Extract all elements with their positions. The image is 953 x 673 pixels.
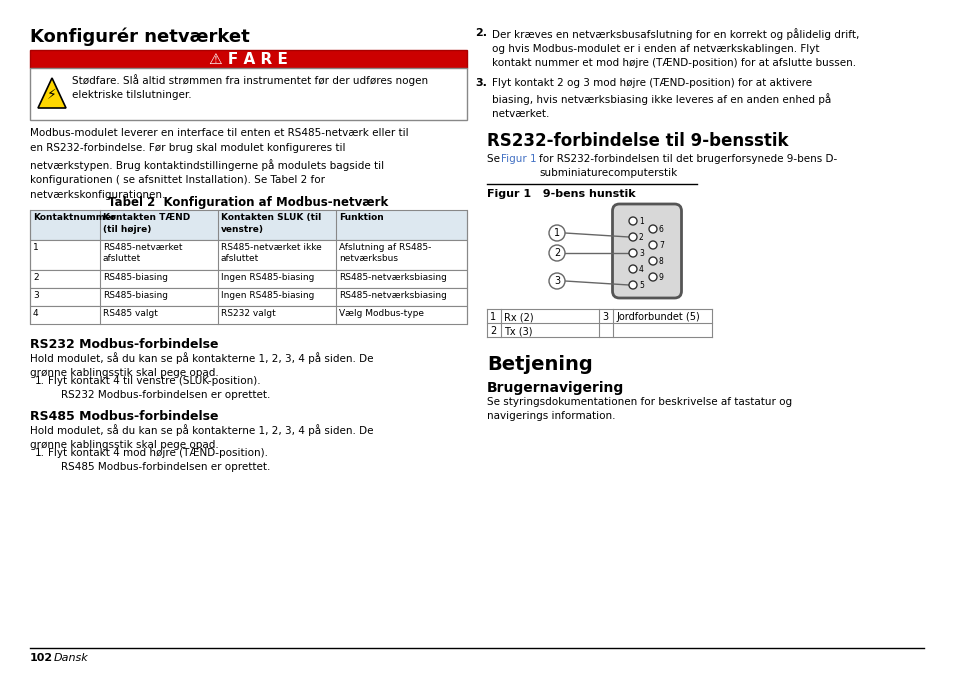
Text: Tabel 2  Konfiguration af Modbus-netværk: Tabel 2 Konfiguration af Modbus-netværk	[109, 196, 388, 209]
Text: 4: 4	[33, 309, 38, 318]
Bar	[30, 240, 467, 270]
Text: 6: 6	[659, 225, 663, 234]
Bar	[30, 288, 467, 306]
Text: Afslutning af RS485-
netværksbus: Afslutning af RS485- netværksbus	[338, 243, 431, 263]
Circle shape	[628, 217, 637, 225]
Text: Figur 1: Figur 1	[500, 154, 536, 164]
Text: 2: 2	[554, 248, 559, 258]
Text: RS485-biasing: RS485-biasing	[103, 273, 168, 282]
Text: 1: 1	[490, 312, 496, 322]
Circle shape	[548, 273, 564, 289]
FancyBboxPatch shape	[612, 204, 680, 298]
Text: 3: 3	[33, 291, 39, 300]
Bar	[30, 306, 467, 324]
Text: 2: 2	[33, 273, 38, 282]
Text: 1: 1	[639, 217, 643, 225]
Text: 3: 3	[554, 276, 559, 286]
Text: Flyt kontakt 4 til venstre (SLUK-position).
    RS232 Modbus-forbindelsen er opr: Flyt kontakt 4 til venstre (SLUK-positio…	[48, 376, 270, 400]
Circle shape	[628, 249, 637, 257]
Text: 1: 1	[554, 228, 559, 238]
Text: Dansk: Dansk	[54, 653, 89, 663]
Text: Figur 1   9-bens hunstik: Figur 1 9-bens hunstik	[486, 189, 635, 199]
Text: Ingen RS485-biasing: Ingen RS485-biasing	[221, 273, 314, 282]
Text: Se styringsdokumentationen for beskrivelse af tastatur og
navigerings informatio: Se styringsdokumentationen for beskrivel…	[486, 397, 791, 421]
Text: 2: 2	[639, 232, 643, 242]
Text: 9: 9	[659, 273, 663, 281]
Circle shape	[648, 241, 657, 249]
Circle shape	[648, 273, 657, 281]
Text: RS485 Modbus-forbindelse: RS485 Modbus-forbindelse	[30, 410, 218, 423]
Text: 8: 8	[659, 256, 663, 266]
Circle shape	[628, 265, 637, 273]
Text: Ingen RS485-biasing: Ingen RS485-biasing	[221, 291, 314, 300]
Text: 4: 4	[639, 264, 643, 273]
Text: Flyt kontakt 2 og 3 mod højre (TÆND-position) for at aktivere
biasing, hvis netv: Flyt kontakt 2 og 3 mod højre (TÆND-posi…	[492, 78, 830, 119]
Circle shape	[648, 225, 657, 233]
Text: 5: 5	[639, 281, 643, 289]
Polygon shape	[38, 78, 66, 108]
Text: Betjening: Betjening	[486, 355, 592, 374]
Circle shape	[548, 245, 564, 261]
Text: RS485 valgt: RS485 valgt	[103, 309, 157, 318]
Text: Brugernavigering: Brugernavigering	[486, 381, 623, 395]
Text: for RS232-forbindelsen til det brugerforsynede 9-bens D-
subminiaturecomputersti: for RS232-forbindelsen til det brugerfor…	[538, 154, 837, 178]
Text: Der kræves en netværksbusafslutning for en korrekt og pålidelig drift,
og hvis M: Der kræves en netværksbusafslutning for …	[492, 28, 859, 68]
Circle shape	[628, 233, 637, 241]
Text: Hold modulet, så du kan se på kontakterne 1, 2, 3, 4 på siden. De
grønne kabling: Hold modulet, så du kan se på kontaktern…	[30, 352, 374, 378]
Circle shape	[548, 225, 564, 241]
Text: 2: 2	[490, 326, 496, 336]
Text: Kontakten TÆND
(til højre): Kontakten TÆND (til højre)	[103, 213, 190, 234]
Text: RS485-netværksbiasing: RS485-netværksbiasing	[338, 273, 446, 282]
Text: 102: 102	[30, 653, 53, 663]
Circle shape	[628, 281, 637, 289]
Text: RS232-forbindelse til 9-bensstik: RS232-forbindelse til 9-bensstik	[486, 132, 788, 150]
Text: Hold modulet, så du kan se på kontakterne 1, 2, 3, 4 på siden. De
grønne kabling: Hold modulet, så du kan se på kontaktern…	[30, 424, 374, 450]
Text: RS232 Modbus-forbindelse: RS232 Modbus-forbindelse	[30, 338, 218, 351]
Text: Stødfare. Slå altid strømmen fra instrumentet før der udføres nogen
elektriske t: Stødfare. Slå altid strømmen fra instrum…	[71, 74, 428, 100]
Circle shape	[648, 257, 657, 265]
Text: RS485-biasing: RS485-biasing	[103, 291, 168, 300]
Text: RS485-netværksbiasing: RS485-netværksbiasing	[338, 291, 446, 300]
Text: 1.: 1.	[35, 376, 45, 386]
Text: 1: 1	[33, 243, 39, 252]
Bar	[30, 68, 467, 120]
Text: 3.: 3.	[475, 78, 486, 88]
Text: ⚠ F A R E: ⚠ F A R E	[209, 52, 288, 67]
Bar	[30, 210, 467, 240]
Text: 3: 3	[639, 248, 643, 258]
Bar	[30, 50, 467, 68]
Text: Rx (2): Rx (2)	[503, 312, 533, 322]
Text: 1.: 1.	[35, 448, 45, 458]
Text: RS232 valgt: RS232 valgt	[221, 309, 275, 318]
Text: Vælg Modbus-type: Vælg Modbus-type	[338, 309, 423, 318]
Text: RS485-netværket
afsluttet: RS485-netværket afsluttet	[103, 243, 182, 263]
Text: Modbus-modulet leverer en interface til enten et RS485-netværk eller til
en RS23: Modbus-modulet leverer en interface til …	[30, 128, 408, 201]
Text: Se: Se	[486, 154, 503, 164]
Text: Flyt kontakt 4 mod højre (TÆND-position).
    RS485 Modbus-forbindelsen er opret: Flyt kontakt 4 mod højre (TÆND-position)…	[48, 448, 270, 472]
Text: 2.: 2.	[475, 28, 486, 38]
Text: ⚡: ⚡	[47, 88, 57, 102]
Text: Konfigurér netværket: Konfigurér netværket	[30, 28, 250, 46]
Bar	[30, 270, 467, 288]
Text: Jordforbundet (5): Jordforbundet (5)	[616, 312, 700, 322]
Text: 3: 3	[602, 312, 608, 322]
Text: Kontaktnummer: Kontaktnummer	[33, 213, 115, 222]
Text: 7: 7	[659, 240, 663, 250]
Text: Funktion: Funktion	[338, 213, 383, 222]
Text: Kontakten SLUK (til
venstre): Kontakten SLUK (til venstre)	[221, 213, 321, 234]
Text: Tx (3): Tx (3)	[503, 326, 532, 336]
Text: RS485-netværket ikke
afsluttet: RS485-netværket ikke afsluttet	[221, 243, 321, 263]
